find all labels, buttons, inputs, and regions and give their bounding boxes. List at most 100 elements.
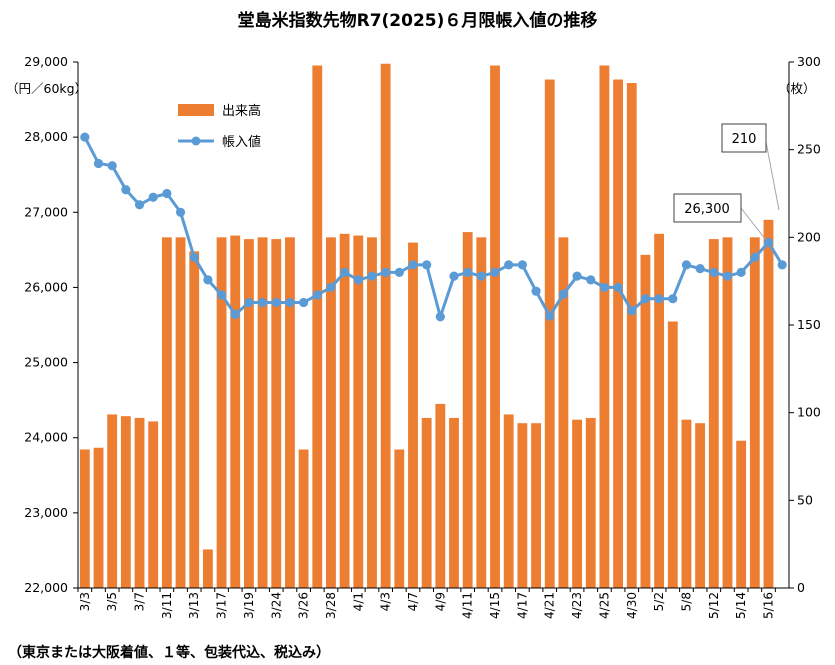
volume-bar xyxy=(257,237,268,588)
settlement-point xyxy=(517,260,527,270)
settlement-point xyxy=(93,158,104,169)
volume-bar xyxy=(216,237,227,588)
volume-bar xyxy=(613,79,623,588)
right-tick-label: 250 xyxy=(797,142,821,157)
callout-box-volume xyxy=(721,123,767,153)
volume-bar xyxy=(285,237,295,588)
right-axis-ticks: 0 50 100 150 200 250 300 xyxy=(789,54,821,595)
x-tick-label: 4/11 xyxy=(461,592,475,619)
left-tick-label: 24,000 xyxy=(24,430,68,445)
volume-bar xyxy=(544,79,555,588)
settlement-point xyxy=(449,271,459,281)
settlement-point xyxy=(476,271,486,281)
settlement-point xyxy=(285,297,295,308)
settlement-point xyxy=(230,309,240,320)
x-tick-label: 3/26 xyxy=(297,592,311,619)
left-tick-label: 28,000 xyxy=(24,129,68,144)
volume-bar xyxy=(367,237,377,588)
settlement-point xyxy=(134,200,145,210)
x-tick-label: 4/1 xyxy=(351,592,365,611)
settlement-point xyxy=(695,264,705,274)
x-tick-label: 3/13 xyxy=(187,592,201,619)
volume-bar xyxy=(93,447,104,588)
settlement-point xyxy=(545,311,555,321)
callout-box-price xyxy=(673,193,742,223)
legend: 出来高 帳入値 xyxy=(170,94,298,158)
callout-leader-price xyxy=(740,207,767,241)
settlement-point xyxy=(394,267,404,277)
settlement-point xyxy=(162,188,172,199)
volume-bars xyxy=(79,63,774,589)
annotations: 210 26,300 xyxy=(673,123,780,241)
right-tick-label: 300 xyxy=(797,54,821,69)
x-tick-label: 3/11 xyxy=(160,592,174,619)
left-tick-label: 27,000 xyxy=(24,204,68,219)
x-tick-label: 3/3 xyxy=(78,592,92,611)
settlement-polyline xyxy=(83,136,784,319)
x-tick-label: 5/12 xyxy=(707,592,721,619)
right-tick-label: 0 xyxy=(797,580,805,595)
right-tick-label: 150 xyxy=(797,317,821,332)
settlement-point xyxy=(490,267,500,277)
legend-label-settlement: 帳入値 xyxy=(222,134,261,150)
settlement-point xyxy=(763,237,774,247)
volume-bar xyxy=(353,235,364,588)
settlement-point xyxy=(121,185,131,195)
volume-bar xyxy=(326,237,336,588)
volume-bar xyxy=(449,417,459,588)
volume-bar xyxy=(134,417,145,588)
left-tick-label: 26,000 xyxy=(24,279,68,294)
volume-bar xyxy=(120,416,131,588)
settlement-point xyxy=(640,294,651,304)
x-tick-label: 4/15 xyxy=(488,592,502,619)
volume-bar xyxy=(654,233,665,588)
volume-bar xyxy=(202,549,213,588)
x-tick-label: 3/7 xyxy=(133,592,147,611)
settlement-point xyxy=(709,267,719,277)
volume-bar xyxy=(763,219,774,589)
x-tick-label: 3/17 xyxy=(215,592,229,619)
volume-bar xyxy=(572,419,582,588)
settlement-point xyxy=(531,286,541,296)
settlement-point xyxy=(203,275,213,285)
chart-title: 堂島米指数先物R7(2025)６月限帳入値の推移 xyxy=(237,11,598,31)
volume-bar xyxy=(312,65,323,588)
left-tick-label: 29,000 xyxy=(24,54,68,69)
settlement-point xyxy=(586,275,596,285)
volume-bar xyxy=(476,237,487,588)
settlement-point xyxy=(558,289,568,299)
volume-bar xyxy=(490,65,500,588)
right-tick-label: 100 xyxy=(797,405,821,420)
x-tick-label: 3/28 xyxy=(324,592,338,619)
settlement-point xyxy=(381,267,391,277)
settlement-point xyxy=(299,297,309,308)
settlement-point xyxy=(148,192,158,202)
x-tick-label: 4/7 xyxy=(406,592,420,611)
volume-bar xyxy=(189,251,200,589)
left-tick-label: 23,000 xyxy=(24,505,68,520)
volume-bar xyxy=(148,421,159,588)
volume-bar xyxy=(626,83,637,588)
volume-bar xyxy=(421,417,432,588)
settlement-point xyxy=(668,294,678,304)
volume-bar xyxy=(298,449,309,588)
left-tick-label: 22,000 xyxy=(24,580,68,595)
right-tick-label: 50 xyxy=(797,492,813,507)
x-tick-label: 4/30 xyxy=(625,592,639,619)
settlement-point xyxy=(736,267,746,277)
right-axis-unit: （枚） xyxy=(778,81,816,96)
settlement-point xyxy=(340,267,350,277)
settlement-point xyxy=(435,312,445,322)
settlement-point xyxy=(572,271,582,281)
settlement-point xyxy=(627,306,637,316)
x-tick-label: 4/3 xyxy=(379,592,393,611)
volume-bar xyxy=(161,237,172,588)
settlement-point xyxy=(271,297,281,308)
right-tick-label: 200 xyxy=(797,229,821,244)
settlement-point xyxy=(750,252,760,262)
x-axis-ticks: 3/3 3/5 3/7 3/11 3/13 3/17 3/19 3/24 3/26 3/28 4/1… xyxy=(77,588,776,619)
volume-bar xyxy=(558,237,569,588)
settlement-point xyxy=(463,267,473,277)
left-axis-ticks: 22,000 23,000 24,000 25,000 26,000 27,000 28,0… xyxy=(24,54,78,595)
x-tick-label: 5/16 xyxy=(761,592,775,619)
